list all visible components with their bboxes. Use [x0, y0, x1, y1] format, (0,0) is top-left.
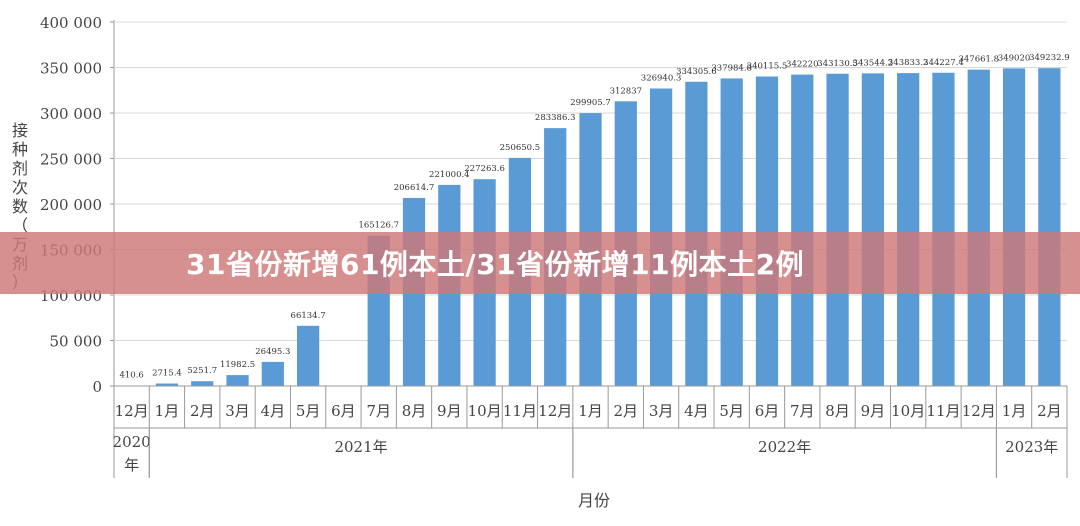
data-label: 326940.3	[641, 73, 682, 83]
y-axis-title-char: 种	[12, 140, 28, 159]
bar	[897, 73, 920, 386]
month-label: 8月	[825, 402, 850, 420]
data-label: 299905.7	[570, 98, 611, 108]
month-label: 1月	[578, 402, 603, 420]
bar	[155, 383, 179, 386]
data-label: 343544.2	[853, 58, 894, 68]
year-label: 2020	[113, 433, 151, 451]
y-tick-label: 250 000	[40, 151, 102, 169]
data-label: 5251.7	[187, 366, 217, 376]
data-label: 343833.2	[888, 58, 929, 68]
month-label: 5月	[296, 402, 321, 420]
bar	[861, 73, 884, 386]
data-label: 26495.3	[255, 347, 290, 357]
year-label: 年	[124, 456, 139, 474]
headline-banner: 31省份新增61例本土/31省份新增11例本土2例	[0, 232, 1080, 294]
month-label: 10月	[891, 402, 925, 420]
data-label: 283386.3	[535, 113, 576, 123]
data-label: 337984.8	[711, 63, 752, 73]
month-label: 11月	[503, 402, 537, 420]
y-tick-label: 0	[92, 378, 102, 396]
month-label: 1月	[1002, 402, 1027, 420]
month-label: 7月	[790, 402, 815, 420]
y-axis-title-char: 剂	[12, 159, 28, 178]
data-label: 349020	[998, 53, 1030, 63]
year-label: 2022年	[758, 438, 811, 456]
month-label: 3月	[649, 402, 674, 420]
month-label: 2月	[614, 402, 639, 420]
data-label: 312837	[610, 86, 642, 96]
bar	[791, 74, 814, 386]
bar	[297, 325, 320, 386]
y-axis-title-char: 接	[12, 121, 28, 140]
y-axis-title-char: 次	[12, 178, 28, 197]
year-label: 2023年	[1005, 438, 1058, 456]
month-label: 12月	[962, 402, 996, 420]
month-label: 9月	[861, 402, 886, 420]
month-label: 10月	[468, 402, 502, 420]
data-label: 2715.4	[152, 369, 182, 379]
month-label: 2月	[190, 402, 215, 420]
data-label: 221000.4	[429, 170, 470, 180]
bar	[967, 69, 990, 387]
bar	[826, 73, 849, 386]
bar	[191, 381, 214, 386]
month-label: 8月	[402, 402, 427, 420]
bar	[226, 375, 249, 386]
y-tick-label: 350 000	[40, 60, 102, 78]
month-label: 9月	[437, 402, 462, 420]
data-label: 410.6	[119, 371, 143, 381]
month-label: 6月	[755, 402, 780, 420]
y-tick-label: 300 000	[40, 105, 102, 123]
month-label: 4月	[684, 402, 709, 420]
month-label: 3月	[225, 402, 250, 420]
bar	[932, 72, 955, 387]
year-label: 2021年	[334, 438, 387, 456]
data-label: 227263.6	[464, 164, 505, 174]
y-tick-label: 50 000	[50, 333, 103, 351]
month-label: 7月	[366, 402, 391, 420]
data-label: 11982.5	[220, 360, 255, 370]
y-tick-label: 200 000	[40, 196, 102, 214]
month-label: 2月	[1037, 402, 1062, 420]
bar	[1002, 68, 1026, 387]
y-axis-title-char: （	[12, 216, 28, 235]
data-label: 334305.6	[676, 67, 717, 77]
data-label: 347661.8	[958, 55, 999, 65]
month-label: 1月	[155, 402, 180, 420]
y-axis-title-char: 数	[12, 197, 28, 216]
headline-title: 31省份新增61例本土/31省份新增11例本土2例	[186, 248, 805, 281]
bar	[1038, 68, 1061, 386]
month-label: 12月	[538, 402, 572, 420]
month-label: 6月	[331, 402, 356, 420]
month-label: 5月	[719, 402, 744, 420]
data-label: 344227.4	[923, 58, 964, 68]
data-label: 206614.7	[394, 183, 435, 193]
data-label: 250650.5	[500, 143, 541, 153]
month-label: 11月	[926, 402, 960, 420]
bar	[755, 76, 779, 386]
y-tick-label: 400 000	[40, 14, 102, 32]
month-label: 4月	[261, 402, 286, 420]
data-label: 165126.7	[358, 221, 399, 231]
data-label: 349232.9	[1029, 53, 1070, 63]
bar	[261, 361, 284, 386]
data-label: 340115.5	[747, 61, 788, 71]
data-label: 66134.7	[291, 311, 326, 321]
month-label: 12月	[115, 402, 149, 420]
x-axis-title: 月份	[578, 491, 610, 510]
data-label: 343130.5	[817, 59, 858, 69]
data-label: 342220	[786, 60, 818, 70]
